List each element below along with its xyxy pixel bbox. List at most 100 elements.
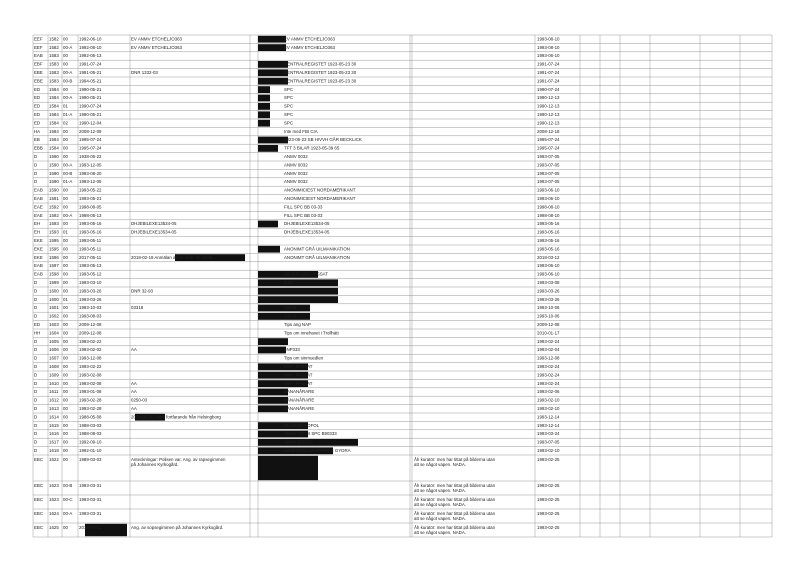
redaction bbox=[258, 279, 338, 287]
cell-text: ED bbox=[34, 87, 40, 92]
cell-text: 00 bbox=[63, 347, 68, 352]
cell-text: 1991-07-24 bbox=[537, 78, 560, 83]
cell-text: 1600 bbox=[49, 288, 59, 293]
cell-text: MIV - PASSAT bbox=[284, 372, 313, 377]
cell-text: 01-A bbox=[63, 112, 72, 117]
cell-text: ANONIMICIEST NORDAMERIKANT bbox=[284, 188, 356, 193]
cell-text: 1610 bbox=[49, 381, 59, 386]
cell-text: 1992-06-10 bbox=[79, 45, 102, 50]
cell-text: 1591 bbox=[49, 196, 59, 201]
cell-text: DHJEBILEXE13534-05 bbox=[131, 221, 177, 226]
cell-text: 1993-07-05 bbox=[537, 440, 560, 445]
cell-text: 1602 bbox=[49, 314, 59, 319]
cell-text: DNR 32-93 bbox=[131, 288, 154, 293]
cell-text: 2018-05-25 Sänd fortfarande från Helsing… bbox=[131, 414, 221, 419]
cell-text: ANONIMT GRÅ UILMANIKATION bbox=[284, 255, 350, 260]
cell-text: 1993-05-16 bbox=[537, 246, 560, 251]
cell-text: 1592 bbox=[49, 213, 59, 218]
cell-text: 1988-03-03 bbox=[79, 423, 102, 428]
cell-text: 00 bbox=[63, 255, 68, 260]
cell-text: 00-A bbox=[63, 213, 72, 218]
cell-text: 1993-02-22 bbox=[79, 339, 102, 344]
cells: EEF 1582 00 1992-06-10 EV ANMV ETCHELJO363 EV… bbox=[34, 35, 560, 537]
redaction bbox=[258, 380, 308, 387]
cell-text: 1605 bbox=[49, 339, 59, 344]
cell-text: 01-A bbox=[63, 179, 72, 184]
cell-text: 1993-02-24 bbox=[537, 372, 560, 377]
cell-text: Tips om innehavet i Trollhätt bbox=[284, 330, 340, 335]
cell-text: 00 bbox=[63, 398, 68, 403]
cell-text: EKE bbox=[34, 246, 43, 251]
cell-text: Ang. av sopsegimmen på Johannes Kyrkogår… bbox=[131, 525, 223, 530]
cell-text: ANONIMICIEST NORDAMERIKANT bbox=[284, 196, 356, 201]
cell-text: D bbox=[34, 356, 37, 361]
cell-text: 1582 bbox=[49, 45, 59, 50]
cell-text: D bbox=[34, 171, 37, 176]
cell-text: Inte med FBI CIA bbox=[284, 129, 318, 134]
cell-text: OLAGON-KOFOL bbox=[284, 423, 320, 428]
cell-text: 1598 bbox=[49, 272, 59, 277]
cell-text: 1606 bbox=[49, 347, 59, 352]
cell-text: 00 bbox=[63, 196, 68, 201]
cell-text: BANANÅRARE bbox=[284, 406, 314, 411]
cell-text: CENTRALREGISTET 1923-05-23 30 bbox=[284, 62, 357, 67]
cell-text: D bbox=[34, 154, 37, 159]
cell-text: EBB bbox=[34, 146, 43, 151]
grid bbox=[32, 34, 773, 538]
cell-text: 1616 bbox=[49, 431, 59, 436]
cell-text: 00-A bbox=[63, 70, 72, 75]
cell-text: Tips om sinmuedlen bbox=[284, 356, 324, 361]
cell-text: 1993-02-24 bbox=[537, 339, 560, 344]
cell-text: 1990-05-21 bbox=[79, 87, 102, 92]
redaction bbox=[258, 136, 288, 144]
cell-text: EAE bbox=[34, 213, 43, 218]
cell-text: 1622 bbox=[49, 457, 59, 462]
cell-text: 1993-02-25 bbox=[537, 511, 560, 516]
cell-text: 1618 bbox=[49, 448, 59, 453]
cell-text: EEF bbox=[34, 45, 43, 50]
cell-text: DNR 1332-03 bbox=[131, 70, 158, 75]
cell-text: 1993-02-25 bbox=[537, 525, 560, 530]
cell-text: D bbox=[34, 305, 37, 310]
cell-text: ANMV 033333 bbox=[284, 440, 313, 445]
cell-text: 1993-02-28 bbox=[79, 406, 102, 411]
cell-text: 1613 bbox=[49, 406, 59, 411]
cell-text: DHJEBILEXE13534-05 bbox=[131, 230, 177, 235]
cell-text: EB bbox=[34, 137, 40, 142]
redaction bbox=[258, 271, 318, 278]
cell-text: EBC bbox=[34, 525, 43, 530]
redaction bbox=[258, 119, 270, 127]
cell-text: 01 bbox=[63, 230, 68, 235]
cell-text: 01 bbox=[63, 297, 68, 302]
cell-text: DHJEBILEXE13534-05 bbox=[284, 221, 330, 226]
cell-text: 00 bbox=[63, 339, 68, 344]
redaction bbox=[258, 103, 270, 110]
cell-text: 1993-03-31 bbox=[79, 483, 102, 488]
cell-text: 00 bbox=[63, 154, 68, 159]
cell-text: 1623 bbox=[49, 483, 59, 488]
cell-text: D bbox=[34, 339, 37, 344]
cell-text: SILVER GRÅ PASSAT bbox=[284, 272, 328, 277]
cell-text: 1604 bbox=[49, 330, 59, 335]
cell-text: EKE bbox=[34, 255, 43, 260]
cell-text: 1988-08-03 bbox=[79, 431, 102, 436]
cell-text: 1590 bbox=[49, 162, 59, 167]
cell-text: EAB bbox=[34, 188, 43, 193]
cell-text: 1624 bbox=[49, 511, 59, 516]
cell-text: 1994-05-21 bbox=[79, 78, 102, 83]
cell-text: 1993-03-26 bbox=[79, 288, 102, 293]
cell-text: 1993-02-06 bbox=[537, 389, 560, 394]
cell-text: 00-B bbox=[63, 483, 72, 488]
cell-text: 1991-05-21 bbox=[79, 70, 102, 75]
cell-text: 00-A bbox=[63, 95, 72, 100]
redaction bbox=[258, 346, 286, 354]
cell-text: 1993-06-10 bbox=[537, 272, 560, 277]
cell-text: 1612 bbox=[49, 398, 59, 403]
cell-text: 2008-12-18 bbox=[537, 129, 560, 134]
cell-text: 1993-12-08 bbox=[537, 356, 560, 361]
cell-text: 00 bbox=[63, 372, 68, 377]
cell-text: D bbox=[34, 162, 37, 167]
cell-text: 1993-10-06 bbox=[537, 314, 560, 319]
cell-text: 1595 bbox=[49, 238, 59, 243]
